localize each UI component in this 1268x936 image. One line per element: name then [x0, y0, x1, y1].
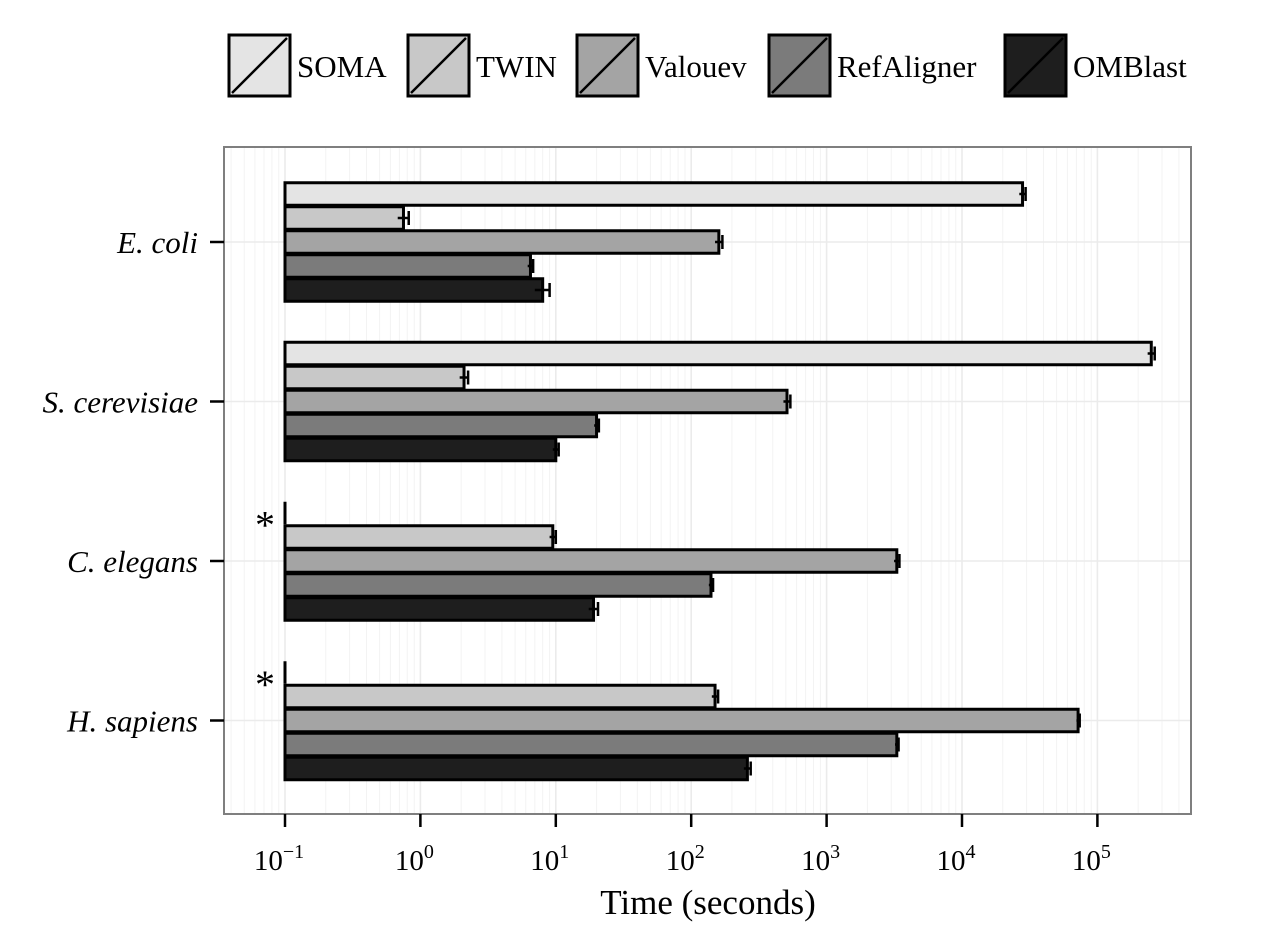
bar-refaligner-e-coli — [283, 253, 532, 279]
bar-refaligner-s-cerevisiae — [283, 412, 599, 439]
bar-twin-s-cerevisiae — [283, 364, 466, 391]
legend-label-refaligner: RefAligner — [837, 49, 977, 84]
x-tick-label: 100 — [395, 841, 434, 877]
bar-valouev-e-coli — [283, 229, 721, 255]
x-tick-label: 102 — [666, 841, 705, 877]
x-tick-label-exponent: −1 — [283, 841, 304, 863]
x-axis: 10−1 100 101 102 103 104 105 — [254, 814, 1111, 877]
bar-omblast-c-elegans — [283, 596, 596, 622]
y-tick-label-c-elegans: C. elegans — [67, 544, 198, 579]
bar-twin-c-elegans — [283, 524, 555, 550]
legend: SOMA TWIN Valouev RefAligner OMBlast — [227, 33, 1187, 98]
annotation-asterisk: * — [255, 502, 275, 547]
legend-key-diagonal — [1007, 37, 1064, 94]
legend-label-soma: SOMA — [297, 49, 387, 84]
y-tick-label-s-cerevisiae: S. cerevisiae — [43, 385, 199, 420]
bar-twin-h-sapiens — [283, 683, 717, 710]
x-tick-label-base: 10 — [254, 845, 283, 877]
bar-valouev-s-cerevisiae — [283, 388, 789, 415]
bar-valouev-h-sapiens — [283, 707, 1080, 734]
x-tick-label-exponent: 1 — [559, 841, 569, 863]
legend-item-soma: SOMA — [227, 33, 387, 98]
y-tick-label-h-sapiens: H. sapiens — [66, 704, 198, 739]
x-tick-label: 104 — [937, 841, 976, 877]
bar-soma-s-cerevisiae — [283, 340, 1153, 367]
legend-item-omblast: OMBlast — [1003, 33, 1187, 98]
x-tick-label: 10−1 — [254, 841, 304, 877]
x-tick-label: 103 — [801, 841, 840, 877]
x-tick-label-base: 10 — [801, 845, 830, 877]
x-tick-label-base: 10 — [666, 845, 695, 877]
y-axis: E. coli S. cerevisiae C. elegans H. sapiens — [43, 225, 224, 739]
legend-label-valouev: Valouev — [645, 49, 747, 84]
legend-key-diagonal — [579, 37, 636, 94]
y-tick-label-e-coli: E. coli — [116, 225, 198, 260]
x-tick-label-base: 10 — [530, 845, 559, 877]
x-tick-label-exponent: 5 — [1101, 841, 1111, 863]
x-tick-label: 105 — [1072, 841, 1111, 877]
x-axis-title: Time (seconds) — [600, 883, 816, 922]
x-tick-label-base: 10 — [937, 845, 966, 877]
legend-item-refaligner: RefAligner — [767, 33, 977, 98]
bar-omblast-h-sapiens — [283, 755, 749, 782]
bars: ** — [255, 181, 1156, 782]
x-tick-label-exponent: 4 — [966, 841, 976, 863]
bar-omblast-s-cerevisiae — [283, 436, 558, 463]
bar-refaligner-h-sapiens — [283, 731, 899, 758]
legend-key-diagonal — [410, 37, 467, 94]
x-tick-label-exponent: 0 — [424, 841, 434, 863]
bar-omblast-e-coli — [283, 277, 545, 303]
legend-item-twin: TWIN — [406, 33, 557, 98]
bar-soma-e-coli — [283, 181, 1025, 207]
bar-valouev-c-elegans — [283, 548, 899, 574]
annotation-asterisk: * — [255, 662, 275, 707]
x-tick-label-exponent: 2 — [695, 841, 705, 863]
legend-key-diagonal — [771, 37, 828, 94]
x-tick-label-exponent: 3 — [830, 841, 840, 863]
x-tick-label-base: 10 — [1072, 845, 1101, 877]
x-tick-label: 101 — [530, 841, 569, 877]
bar-refaligner-c-elegans — [283, 572, 713, 598]
bar-twin-e-coli — [283, 205, 405, 231]
legend-item-valouev: Valouev — [575, 33, 747, 98]
x-tick-label-base: 10 — [395, 845, 424, 877]
legend-label-omblast: OMBlast — [1073, 49, 1187, 84]
legend-label-twin: TWIN — [476, 49, 557, 84]
legend-key-diagonal — [231, 37, 288, 94]
